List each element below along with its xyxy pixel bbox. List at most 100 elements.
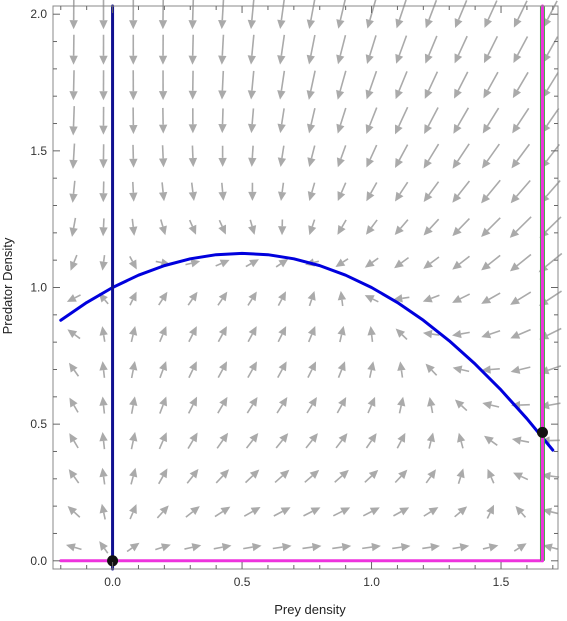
y-tick-label: 2.0 (30, 7, 47, 21)
field-arrow (510, 365, 531, 374)
field-arrow (362, 507, 380, 517)
field-arrow (337, 290, 347, 307)
field-arrow (158, 107, 168, 134)
field-arrow (248, 182, 257, 201)
field-arrow (337, 219, 347, 235)
field-arrow (99, 106, 108, 135)
field-arrow (129, 325, 138, 343)
field-arrow (305, 433, 318, 449)
field-arrow (304, 469, 320, 483)
field-arrow (486, 504, 495, 519)
field-arrow (99, 255, 108, 271)
field-arrow (452, 543, 470, 552)
field-arrow (365, 107, 378, 135)
field-arrow (69, 217, 78, 237)
field-arrow (364, 295, 379, 303)
field-arrow (364, 469, 379, 483)
field-arrow (483, 35, 499, 64)
field-arrow (277, 34, 286, 65)
field-arrow (159, 361, 167, 379)
x-tick-label: 0.5 (234, 575, 251, 589)
field-arrow (424, 71, 439, 99)
field-arrow (511, 436, 530, 445)
field-arrow (217, 291, 228, 306)
field-arrow (129, 34, 138, 65)
field-arrow (247, 70, 257, 100)
field-arrow (510, 328, 531, 339)
field-arrow (452, 329, 470, 339)
field-arrow (99, 396, 108, 414)
field-arrow (362, 542, 381, 552)
field-arrow (158, 0, 168, 30)
field-arrow (276, 397, 288, 414)
field-arrow (422, 294, 440, 303)
field-arrow (159, 396, 168, 414)
field-arrow (216, 432, 229, 449)
field-arrow (394, 106, 409, 135)
field-arrow (487, 468, 495, 484)
field-arrow (218, 34, 227, 65)
field-arrow (337, 182, 347, 202)
field-arrow (244, 469, 260, 484)
field-arrow (69, 106, 78, 136)
field-arrow (307, 290, 316, 307)
field-arrow (513, 36, 529, 63)
field-arrow (99, 0, 108, 30)
equilibrium-point (107, 555, 119, 567)
field-arrow (274, 469, 290, 484)
field-arrow (427, 397, 436, 414)
field-arrow (275, 258, 289, 268)
field-arrow (392, 542, 411, 552)
field-arrow (510, 291, 532, 305)
field-arrow (70, 254, 78, 271)
field-arrow (452, 143, 470, 169)
field-arrow (457, 432, 466, 449)
field-arrow (337, 325, 346, 343)
field-arrow (484, 0, 498, 28)
field-arrow (128, 291, 137, 306)
field-arrow (306, 0, 316, 29)
field-arrow (155, 543, 171, 552)
field-arrow (188, 326, 197, 343)
field-arrow (129, 181, 138, 202)
field-arrow (308, 219, 317, 236)
field-arrow (423, 507, 439, 517)
nullcline-curves (59, 4, 555, 571)
field-arrow (99, 467, 108, 485)
field-arrow (187, 396, 198, 414)
field-arrow (454, 0, 468, 29)
field-arrow (452, 180, 471, 203)
field-arrow (365, 433, 377, 449)
field-arrow (129, 361, 138, 379)
field-arrow (99, 70, 108, 101)
y-tick-label: 0.5 (30, 417, 47, 431)
field-arrow (129, 431, 138, 450)
field-arrow (126, 542, 140, 553)
field-arrow (393, 507, 410, 517)
field-arrow (68, 469, 80, 484)
field-arrow (336, 34, 347, 65)
field-arrow (307, 361, 317, 378)
field-arrow (422, 329, 440, 339)
x-tick-label: 1.0 (363, 575, 380, 589)
field-arrow (365, 0, 377, 29)
field-arrow (99, 326, 108, 342)
field-arrow (128, 255, 137, 270)
field-arrow (367, 361, 376, 378)
field-arrow (158, 432, 167, 450)
field-arrow (186, 468, 199, 484)
field-arrow (422, 542, 440, 552)
field-arrow (188, 108, 198, 134)
y-tick-label: 1.5 (30, 144, 47, 158)
field-arrow (156, 505, 169, 519)
field-arrow (481, 330, 501, 339)
field-arrow (395, 144, 409, 168)
field-arrow (364, 257, 379, 268)
field-arrow (245, 259, 259, 268)
field-arrow (366, 144, 378, 168)
field-arrow (99, 503, 108, 520)
field-arrow (188, 361, 197, 379)
field-arrow (277, 108, 286, 134)
field-arrow (515, 505, 527, 518)
field-arrow (218, 70, 227, 100)
